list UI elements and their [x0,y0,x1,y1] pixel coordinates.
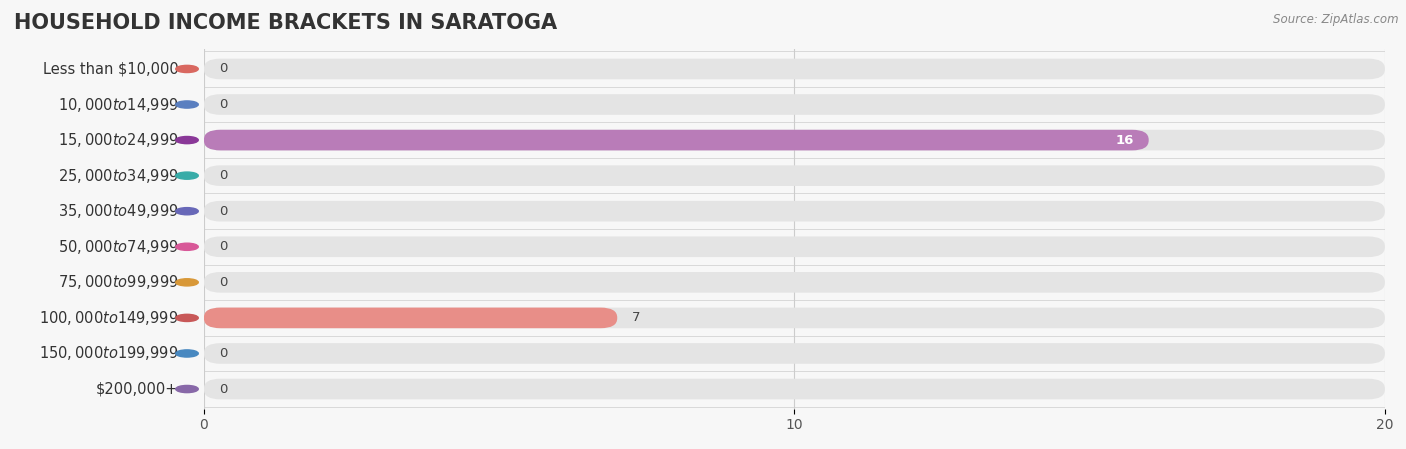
FancyBboxPatch shape [204,308,1385,328]
FancyBboxPatch shape [204,379,1385,399]
Text: $75,000 to $99,999: $75,000 to $99,999 [58,273,179,291]
Text: 0: 0 [219,240,226,253]
FancyBboxPatch shape [204,343,1385,364]
Text: $200,000+: $200,000+ [96,382,179,396]
Text: Less than $10,000: Less than $10,000 [42,62,179,76]
Text: 0: 0 [219,347,226,360]
Text: Source: ZipAtlas.com: Source: ZipAtlas.com [1274,13,1399,26]
FancyBboxPatch shape [204,130,1149,150]
FancyBboxPatch shape [204,130,1385,150]
Text: 7: 7 [633,312,641,324]
Text: $10,000 to $14,999: $10,000 to $14,999 [58,96,179,114]
FancyBboxPatch shape [204,237,1385,257]
FancyBboxPatch shape [204,308,617,328]
Text: $100,000 to $149,999: $100,000 to $149,999 [39,309,179,327]
Text: 0: 0 [219,383,226,396]
Text: 0: 0 [219,62,226,75]
Text: 0: 0 [219,98,226,111]
FancyBboxPatch shape [204,165,1385,186]
FancyBboxPatch shape [204,94,1385,115]
Text: $25,000 to $34,999: $25,000 to $34,999 [58,167,179,185]
Text: $150,000 to $199,999: $150,000 to $199,999 [39,344,179,362]
Text: 0: 0 [219,169,226,182]
Text: HOUSEHOLD INCOME BRACKETS IN SARATOGA: HOUSEHOLD INCOME BRACKETS IN SARATOGA [14,13,557,34]
Text: 16: 16 [1115,134,1135,146]
Text: 0: 0 [219,205,226,218]
FancyBboxPatch shape [204,272,1385,293]
FancyBboxPatch shape [204,59,1385,79]
Text: 0: 0 [219,276,226,289]
Text: $35,000 to $49,999: $35,000 to $49,999 [58,202,179,220]
FancyBboxPatch shape [204,201,1385,221]
Text: $50,000 to $74,999: $50,000 to $74,999 [58,238,179,256]
Text: $15,000 to $24,999: $15,000 to $24,999 [58,131,179,149]
